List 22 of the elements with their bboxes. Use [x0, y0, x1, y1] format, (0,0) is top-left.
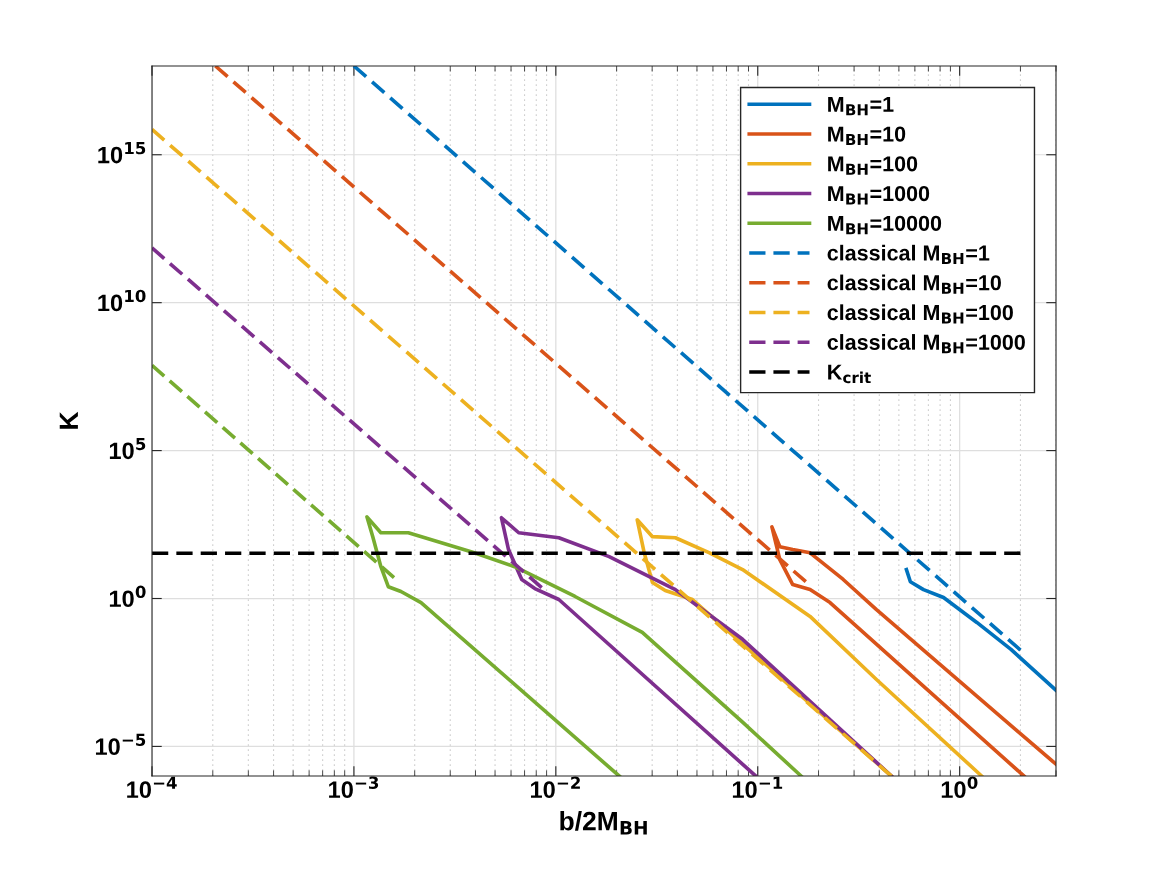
y-tick-label: 10$^{10}$ — [98, 289, 146, 312]
legend-label: classical M$_{BH}$=1 — [827, 244, 990, 264]
legend-label: M$_{BH}$=100 — [828, 156, 918, 175]
y-tick-label: 10$^{5}$ — [109, 437, 146, 460]
y-tick-label: 10$^{0}$ — [109, 585, 146, 608]
x-tick-label: 10$^{−2}$ — [530, 776, 580, 799]
legend-label: M$_{BH}$=1 — [828, 96, 894, 116]
legend-label: M$_{BH}$=10000 — [828, 215, 942, 235]
legend-label: M$_{BH}$=10 — [828, 126, 906, 145]
x-tick-label: 10$^{−3}$ — [329, 776, 379, 799]
legend-label: classical M$_{BH}$=100 — [827, 304, 1013, 324]
x-tick-label: 10$^{−1}$ — [732, 776, 783, 799]
y-tick-label: 10$^{15}$ — [98, 142, 146, 164]
legend-label: classical M$_{BH}$=10 — [827, 274, 1001, 294]
x-axis-title: b/2M$_{BH}$ — [560, 811, 647, 835]
legend-label: classical M$_{BH}$=1000 — [827, 334, 1025, 354]
legend-label: K$_{crit}$ — [828, 364, 871, 384]
y-axis-title: K — [59, 411, 78, 429]
legend-label: M$_{BH}$=1000 — [828, 185, 930, 205]
x-tick-label: 10$^{−4}$ — [127, 776, 177, 799]
y-tick-label: 10$^{−5}$ — [95, 733, 146, 756]
x-tick-label: 10$^{0}$ — [941, 776, 978, 799]
